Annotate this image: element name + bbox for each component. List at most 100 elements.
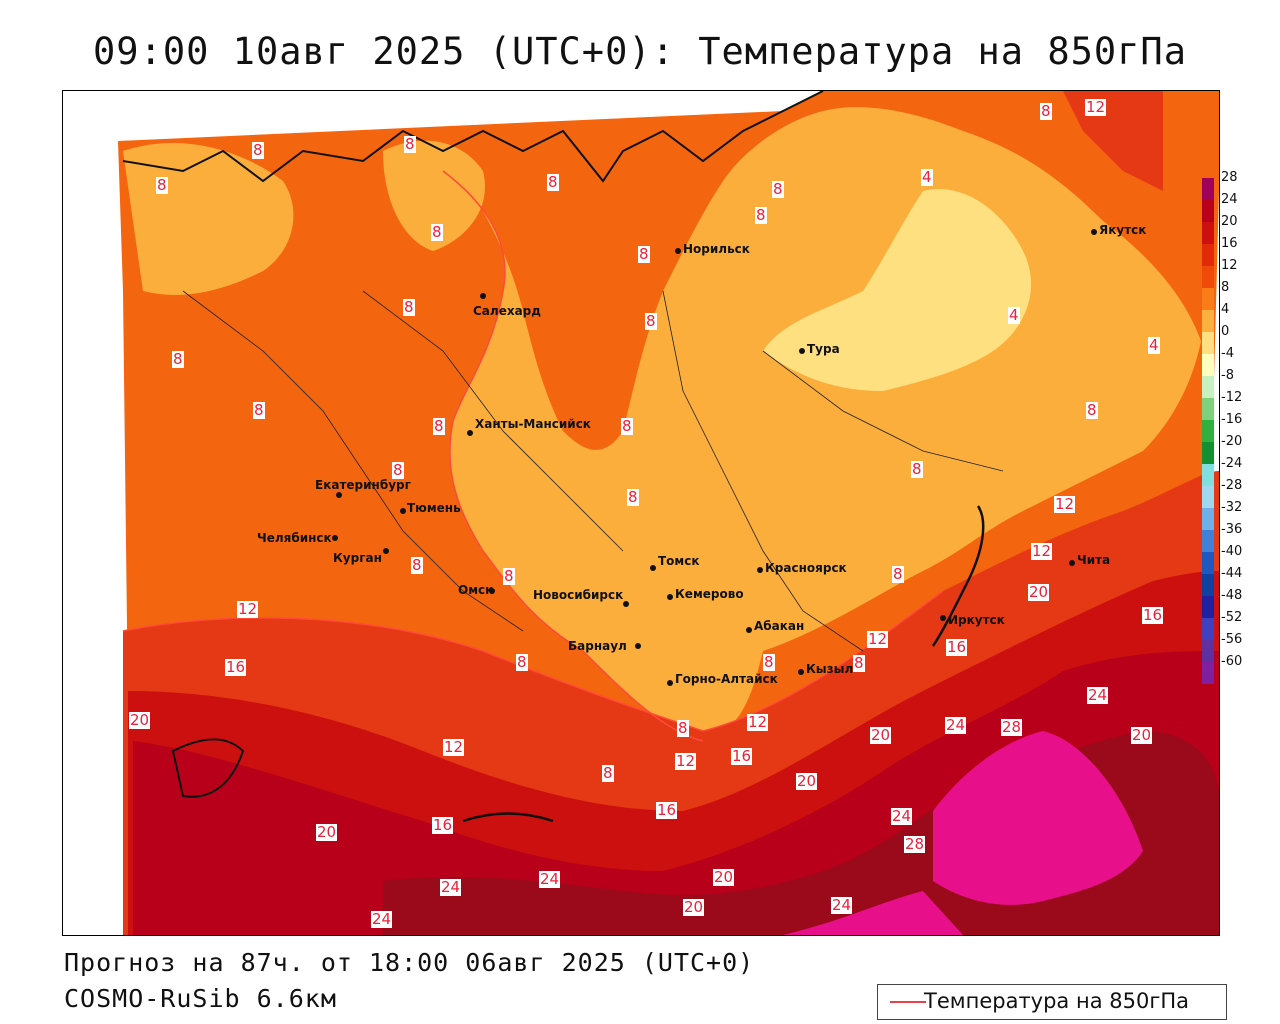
isoline-label: 20 — [129, 712, 150, 729]
city-dot — [746, 627, 752, 633]
city-label-barnaul: Барнаул — [568, 639, 627, 653]
isoline-label: 8 — [433, 418, 445, 435]
temperature-map[interactable]: Норильск Якутск Салехард Тура Ханты-Манс… — [62, 90, 1220, 936]
isoline-label: 8 — [253, 402, 265, 419]
city-label-kemerovo: Кемерово — [675, 587, 744, 601]
isoline-label: 4 — [1008, 307, 1020, 324]
colorbar-segment — [1202, 486, 1214, 508]
colorbar-tick-label: -36 — [1221, 522, 1242, 537]
isoline-label: 8 — [772, 181, 784, 198]
isoline-label: 8 — [1086, 402, 1098, 419]
colorbar-segment — [1202, 552, 1214, 574]
colorbar-tick-label: 28 — [1221, 170, 1238, 185]
city-dot — [635, 643, 641, 649]
isoline-label: 4 — [921, 169, 933, 186]
city-dot — [798, 669, 804, 675]
isoline-label: 20 — [1131, 727, 1152, 744]
city-label-tomsk: Томск — [658, 554, 700, 568]
isoline-label: 20 — [683, 899, 704, 916]
isoline-label: 8 — [621, 418, 633, 435]
map-legend: Температура на 850гПа — [877, 984, 1227, 1020]
isoline-label: 8 — [503, 568, 515, 585]
isoline-label: 8 — [392, 462, 404, 479]
city-label-krasnoyarsk: Красноярск — [765, 561, 847, 575]
isoline-label: 8 — [404, 136, 416, 153]
colorbar-tick-label: -24 — [1221, 456, 1242, 471]
isoline-label: 8 — [1040, 103, 1052, 120]
city-label-gorno-altaysk: Горно-Алтайск — [675, 672, 778, 686]
isoline-label: 24 — [831, 897, 852, 914]
city-label-norilsk: Норильск — [683, 242, 750, 256]
city-dot — [675, 248, 681, 254]
colorbar-segment — [1202, 398, 1214, 420]
isoline-label: 8 — [547, 174, 559, 191]
isoline-label: 8 — [411, 557, 423, 574]
colorbar-segment — [1202, 618, 1214, 640]
city-dot — [799, 348, 805, 354]
isoline-label: 8 — [516, 654, 528, 671]
isoline-label: 24 — [371, 911, 392, 928]
isoline-label: 24 — [539, 871, 560, 888]
colorbar-tick-label: -20 — [1221, 434, 1242, 449]
colorbar-segment — [1202, 376, 1214, 398]
city-dot — [667, 680, 673, 686]
city-dot — [336, 492, 342, 498]
city-label-novosibirsk: Новосибирск — [533, 588, 623, 602]
isoline-label: 16 — [1142, 607, 1163, 624]
colorbar-segment — [1202, 200, 1214, 222]
colorbar-segment — [1202, 508, 1214, 530]
isoline-label: 12 — [1054, 496, 1075, 513]
isoline-label: 8 — [403, 299, 415, 316]
colorbar-segment — [1202, 420, 1214, 442]
isoline-label: 24 — [1087, 687, 1108, 704]
isoline-label: 20 — [870, 727, 891, 744]
isoline-label: 12 — [237, 601, 258, 618]
isoline-label: 4 — [1148, 337, 1160, 354]
isoline-label: 16 — [656, 802, 677, 819]
city-label-khanty-mansiysk: Ханты-Мансийск — [475, 417, 591, 431]
isoline-label: 8 — [602, 765, 614, 782]
isoline-label: 20 — [713, 869, 734, 886]
isoline-label: 8 — [431, 224, 443, 241]
colorbar-tick-label: 16 — [1221, 236, 1238, 251]
isoline-label: 12 — [867, 631, 888, 648]
colorbar-segment — [1202, 464, 1214, 486]
city-dot — [332, 535, 338, 541]
colorbar-segment — [1202, 596, 1214, 618]
city-dot — [757, 567, 763, 573]
isoline-label: 16 — [432, 817, 453, 834]
city-dot — [1069, 560, 1075, 566]
colorbar-tick-label: -48 — [1221, 588, 1242, 603]
city-label-ekaterinburg: Екатеринбург — [315, 478, 411, 492]
city-label-chita: Чита — [1077, 553, 1110, 567]
colorbar-tick-label: -56 — [1221, 632, 1242, 647]
colorbar-tick-label: 24 — [1221, 192, 1238, 207]
colorbar-tick-label: -40 — [1221, 544, 1242, 559]
model-info: COSMO-RuSib 6.6км — [64, 984, 337, 1013]
legend-label: Температура на 850гПа — [924, 989, 1189, 1013]
colorbar-tick-label: -16 — [1221, 412, 1242, 427]
city-label-tyumen: Тюмень — [407, 501, 461, 515]
page-title: 09:00 10авг 2025 (UTC+0): Температура на… — [0, 30, 1280, 73]
isoline-label: 8 — [252, 142, 264, 159]
colorbar-segment — [1202, 662, 1214, 684]
city-dot — [1091, 229, 1097, 235]
forecast-info: Прогноз на 87ч. от 18:00 06авг 2025 (UTC… — [64, 948, 754, 977]
isoline-label: 28 — [1001, 719, 1022, 736]
city-dot — [940, 615, 946, 621]
isoline-label: 8 — [677, 720, 689, 737]
colorbar-tick-label: -44 — [1221, 566, 1242, 581]
city-label-kurgan: Курган — [333, 551, 382, 565]
isoline-label: 20 — [316, 824, 337, 841]
isoline-label: 8 — [638, 246, 650, 263]
isoline-label: 12 — [1085, 99, 1106, 116]
colorbar-segment — [1202, 530, 1214, 552]
colorbar-segment — [1202, 442, 1214, 464]
city-dot — [650, 565, 656, 571]
isoline-label: 8 — [892, 566, 904, 583]
isoline-label: 8 — [172, 351, 184, 368]
colorbar-tick-label: -8 — [1221, 368, 1234, 383]
city-label-kyzyl: Кызыл — [806, 662, 853, 676]
isoline-label: 16 — [731, 748, 752, 765]
isoline-label: 24 — [945, 717, 966, 734]
